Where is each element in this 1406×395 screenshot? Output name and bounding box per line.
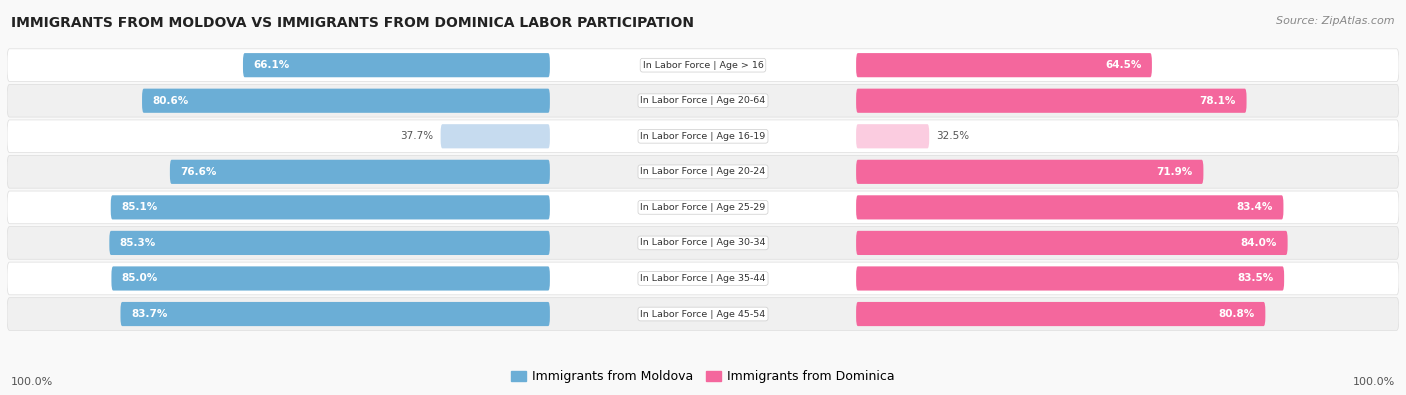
Text: In Labor Force | Age 30-34: In Labor Force | Age 30-34: [640, 239, 766, 247]
Text: 76.6%: 76.6%: [180, 167, 217, 177]
FancyBboxPatch shape: [856, 88, 1247, 113]
Text: 37.7%: 37.7%: [401, 131, 433, 141]
FancyBboxPatch shape: [856, 53, 1152, 77]
Text: 66.1%: 66.1%: [253, 60, 290, 70]
FancyBboxPatch shape: [856, 302, 1265, 326]
FancyBboxPatch shape: [243, 53, 550, 77]
FancyBboxPatch shape: [856, 124, 929, 149]
Text: IMMIGRANTS FROM MOLDOVA VS IMMIGRANTS FROM DOMINICA LABOR PARTICIPATION: IMMIGRANTS FROM MOLDOVA VS IMMIGRANTS FR…: [11, 16, 695, 30]
Text: 71.9%: 71.9%: [1157, 167, 1192, 177]
Text: 80.8%: 80.8%: [1219, 309, 1256, 319]
FancyBboxPatch shape: [7, 227, 1399, 259]
Text: 83.5%: 83.5%: [1237, 273, 1274, 284]
FancyBboxPatch shape: [121, 302, 550, 326]
FancyBboxPatch shape: [7, 156, 1399, 188]
Text: In Labor Force | Age 25-29: In Labor Force | Age 25-29: [640, 203, 766, 212]
FancyBboxPatch shape: [7, 191, 1399, 224]
FancyBboxPatch shape: [7, 85, 1399, 117]
FancyBboxPatch shape: [440, 124, 550, 149]
Text: Source: ZipAtlas.com: Source: ZipAtlas.com: [1277, 16, 1395, 26]
Text: 83.4%: 83.4%: [1237, 202, 1272, 213]
Text: In Labor Force | Age > 16: In Labor Force | Age > 16: [643, 61, 763, 70]
Text: 32.5%: 32.5%: [936, 131, 969, 141]
Text: In Labor Force | Age 35-44: In Labor Force | Age 35-44: [640, 274, 766, 283]
Text: 64.5%: 64.5%: [1105, 60, 1142, 70]
Text: 100.0%: 100.0%: [1353, 377, 1395, 387]
Text: In Labor Force | Age 16-19: In Labor Force | Age 16-19: [640, 132, 766, 141]
FancyBboxPatch shape: [142, 88, 550, 113]
Text: In Labor Force | Age 20-24: In Labor Force | Age 20-24: [640, 167, 766, 176]
Text: 80.6%: 80.6%: [152, 96, 188, 106]
FancyBboxPatch shape: [856, 160, 1204, 184]
Text: In Labor Force | Age 20-64: In Labor Force | Age 20-64: [640, 96, 766, 105]
Text: 84.0%: 84.0%: [1241, 238, 1277, 248]
Text: 83.7%: 83.7%: [131, 309, 167, 319]
FancyBboxPatch shape: [170, 160, 550, 184]
FancyBboxPatch shape: [110, 231, 550, 255]
FancyBboxPatch shape: [7, 49, 1399, 81]
FancyBboxPatch shape: [7, 298, 1399, 330]
FancyBboxPatch shape: [111, 195, 550, 220]
Legend: Immigrants from Moldova, Immigrants from Dominica: Immigrants from Moldova, Immigrants from…: [506, 365, 900, 388]
FancyBboxPatch shape: [856, 266, 1284, 291]
Text: In Labor Force | Age 45-54: In Labor Force | Age 45-54: [640, 310, 766, 318]
FancyBboxPatch shape: [856, 231, 1288, 255]
FancyBboxPatch shape: [856, 195, 1284, 220]
FancyBboxPatch shape: [111, 266, 550, 291]
Text: 85.1%: 85.1%: [121, 202, 157, 213]
FancyBboxPatch shape: [7, 120, 1399, 152]
FancyBboxPatch shape: [7, 262, 1399, 295]
Text: 100.0%: 100.0%: [11, 377, 53, 387]
Text: 85.3%: 85.3%: [120, 238, 156, 248]
Text: 78.1%: 78.1%: [1199, 96, 1236, 106]
Text: 85.0%: 85.0%: [122, 273, 157, 284]
